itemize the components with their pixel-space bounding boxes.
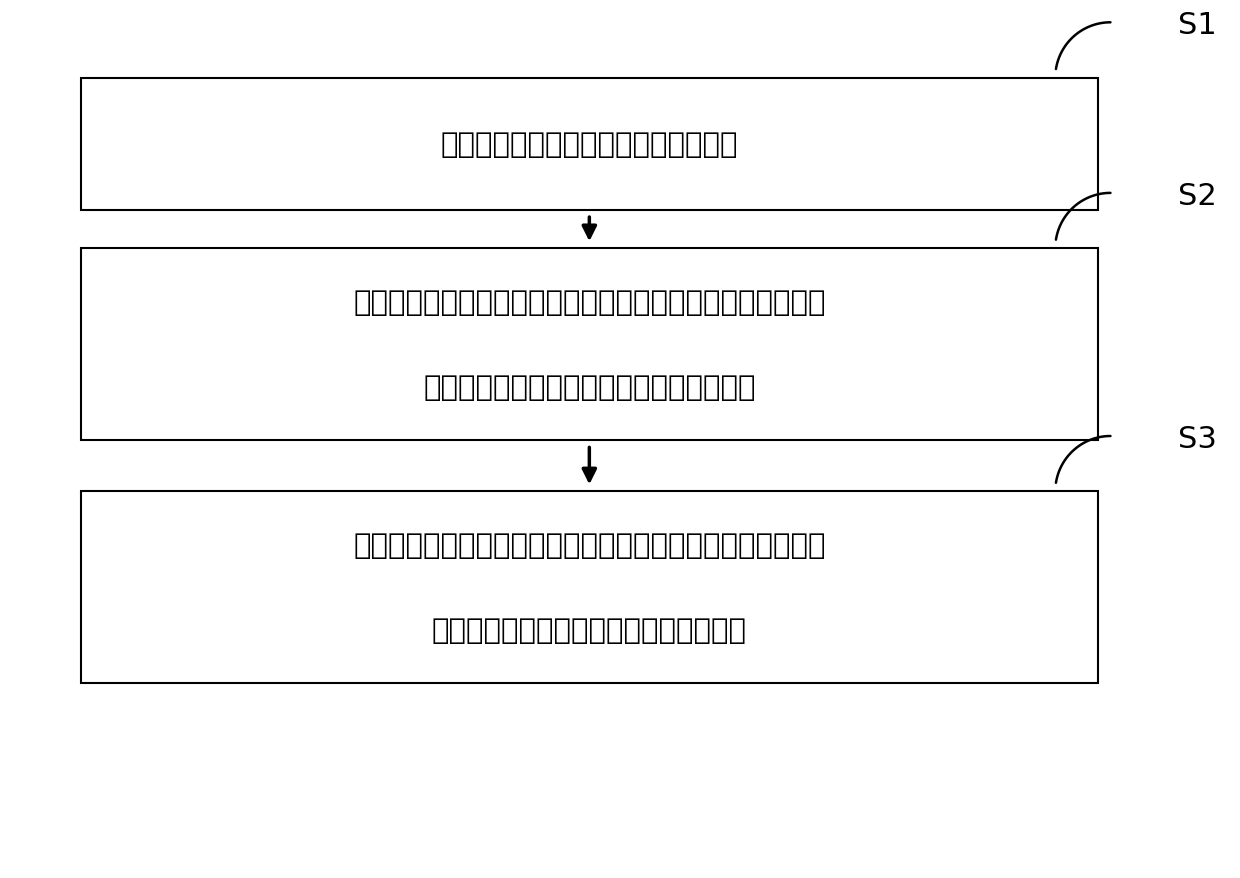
Text: 确定每个区块的最优量子密钥分配数量: 确定每个区块的最优量子密钥分配数量 — [440, 131, 738, 159]
Text: 每个终端对接收到的根密钥按照预设算法进行计算，得到各自: 每个终端对接收到的根密钥按照预设算法进行计算，得到各自 — [353, 531, 826, 559]
Bar — [81, 249, 1099, 441]
Text: S2: S2 — [1178, 182, 1216, 211]
Bar — [81, 79, 1099, 211]
Text: 于该终端所属区块的最优量子密钥分配数量: 于该终端所属区块的最优量子密钥分配数量 — [423, 373, 755, 401]
Text: 向所述区块内的每个终端发送多个根密钥，该根密钥的数量等: 向所述区块内的每个终端发送多个根密钥，该根密钥的数量等 — [353, 289, 826, 317]
Text: 的终端密钥，其中每个终端密钥均不相同: 的终端密钥，其中每个终端密钥均不相同 — [432, 616, 746, 644]
Bar — [81, 492, 1099, 684]
Text: S1: S1 — [1178, 11, 1216, 40]
Text: S3: S3 — [1178, 425, 1216, 454]
